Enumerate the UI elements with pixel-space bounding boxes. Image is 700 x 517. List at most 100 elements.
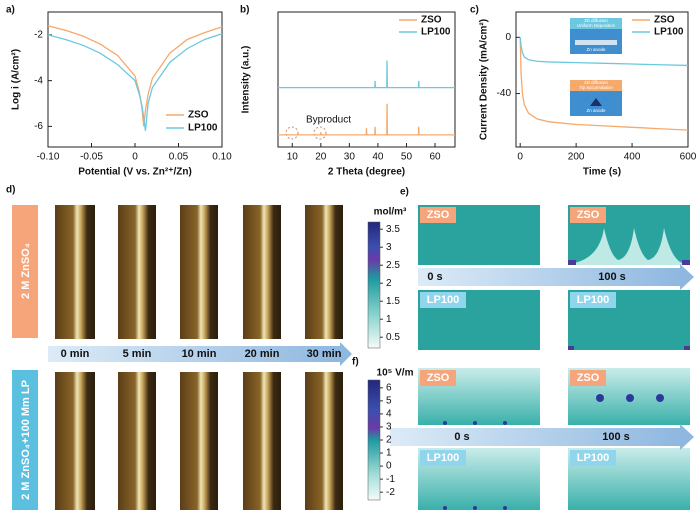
tag: LP100 — [577, 452, 609, 464]
x-axis-label: Potential (V vs. Zn²⁺/Zn) — [78, 167, 192, 178]
colorbar-tick-label: 0 — [386, 461, 392, 472]
time-label: 30 min — [307, 348, 342, 360]
tag: LP100 — [577, 294, 609, 306]
legend-label: ZSO — [654, 15, 675, 26]
inset-text: Tip accumulation — [579, 85, 613, 90]
time-label: 100 s — [602, 431, 630, 443]
colorbar-tick-label: 0.5 — [386, 332, 400, 343]
legend-label: LP100 — [654, 27, 684, 38]
colorbar-title: mol/m³ — [374, 207, 407, 218]
micrographs — [55, 205, 343, 510]
inset-text: 3D diffusion — [584, 18, 608, 23]
highlight — [285, 126, 299, 140]
x-tick-label: 200 — [568, 152, 585, 163]
y-axis-label: Log i (A/cm²) — [11, 49, 22, 110]
colorbar-tick-label: 3 — [386, 242, 392, 253]
inset-text: Zn anode — [586, 108, 606, 113]
colorbar-tick-label: -1 — [386, 474, 395, 485]
colorbar-title: 10⁵ V/m — [377, 368, 414, 379]
y-axis-label: Current Density (mA/cm²) — [479, 19, 490, 140]
plot-frame — [277, 11, 456, 148]
x-tick-label: 50 — [401, 152, 413, 163]
x-tick-label: 400 — [624, 152, 641, 163]
colorbar-tick-label: 4 — [386, 409, 392, 420]
highlight — [313, 126, 327, 140]
time-arrow — [48, 342, 352, 366]
line — [519, 37, 689, 131]
y-tick-label: 0 — [505, 32, 511, 43]
colorbar-tick-label: 3.5 — [386, 224, 400, 235]
x-axis-label: Time (s) — [583, 167, 621, 178]
tag: ZSO — [577, 372, 600, 384]
x-tick-label: 40 — [372, 152, 384, 163]
x-tick-label: 20 — [315, 152, 327, 163]
legend-label: LP100 — [421, 27, 451, 38]
legend-label: ZSO — [188, 110, 209, 121]
tag: LP100 — [427, 294, 459, 306]
x-tick-label: 10 — [287, 152, 299, 163]
plot-frame — [515, 11, 689, 148]
x-tick-label: 0.05 — [169, 152, 189, 163]
row-label-box — [12, 205, 38, 338]
x-tick-label: -0.10 — [37, 152, 60, 163]
simulation — [390, 368, 694, 510]
inset-text: Uniform Deposition — [577, 23, 616, 28]
time-label: 5 min — [123, 348, 152, 360]
annotation: Byproduct — [306, 115, 351, 126]
panel-label: b) — [240, 5, 249, 16]
inset-text: Zn anode — [586, 47, 606, 52]
colorbar-tick-label: 6 — [386, 382, 392, 393]
tag: LP100 — [427, 452, 459, 464]
x-tick-label: 60 — [429, 152, 441, 163]
time-label: 0 s — [427, 271, 442, 283]
colorbar-tick-label: 1 — [386, 448, 392, 459]
x-tick-label: -0.05 — [80, 152, 103, 163]
colorbar-tick-label: 2.5 — [386, 260, 400, 271]
x-tick-label: 600 — [680, 152, 697, 163]
panel-label: f) — [352, 357, 359, 368]
simulation — [418, 205, 694, 350]
line — [519, 37, 689, 67]
y-tick-label: -40 — [497, 88, 512, 99]
y-tick-label: -4 — [34, 75, 43, 86]
inset-text: 2D diffusion — [584, 80, 608, 85]
x-tick-label: 30 — [344, 152, 356, 163]
line — [47, 33, 223, 132]
row-label-box — [12, 370, 38, 510]
time-label: 20 min — [245, 348, 280, 360]
time-label: 0 s — [454, 431, 469, 443]
row-label: 2 M ZnSO₄ — [20, 243, 32, 299]
time-label: 0 min — [61, 348, 90, 360]
legend-label: LP100 — [188, 123, 218, 134]
row-label: 2 M ZnSO₄+100 Mm LP — [20, 380, 32, 500]
x-tick-label: 0 — [132, 152, 138, 163]
colorbar-tick-label: 2 — [386, 435, 392, 446]
line — [47, 25, 223, 127]
y-tick-label: -2 — [34, 30, 43, 41]
panel-label: c) — [470, 5, 479, 16]
tag: ZSO — [427, 209, 450, 221]
line — [278, 60, 455, 89]
x-tick-label: 0 — [517, 152, 523, 163]
x-axis-label: 2 Theta (degree) — [328, 167, 405, 178]
x-tick-label: 0.10 — [212, 152, 232, 163]
colorbar-tick-label: 3 — [386, 422, 392, 433]
time-label: 10 min — [182, 348, 217, 360]
colorbar-tick-label: 2 — [386, 278, 392, 289]
tag: ZSO — [577, 209, 600, 221]
panel-label: d) — [6, 185, 15, 196]
y-axis-label: Intensity (a.u.) — [241, 46, 252, 114]
colorbar — [367, 379, 381, 501]
line — [278, 103, 455, 136]
y-tick-label: -6 — [34, 121, 43, 132]
colorbar — [367, 221, 381, 349]
panel-label: e) — [400, 187, 409, 198]
colorbar-tick-label: 5 — [386, 396, 392, 407]
colorbar-tick-label: 1 — [386, 314, 392, 325]
time-label: 100 s — [598, 271, 626, 283]
colorbar-tick-label: 1.5 — [386, 296, 400, 307]
tag: ZSO — [427, 372, 450, 384]
inset: 3D diffusion Uniform Deposition Zn anode… — [570, 18, 622, 116]
panel-label: a) — [6, 5, 15, 16]
